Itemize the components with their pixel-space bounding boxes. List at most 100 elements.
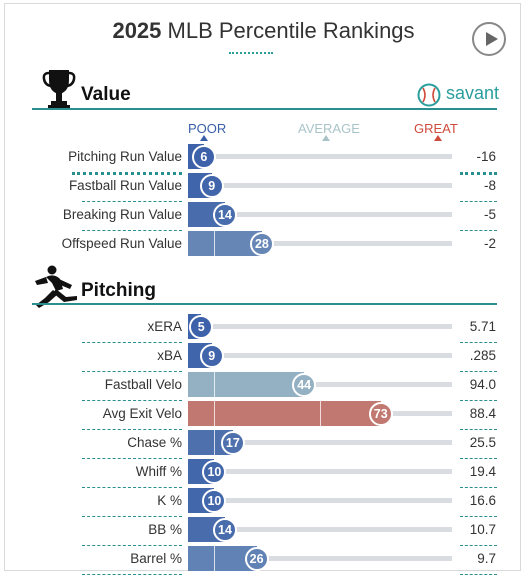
title-underline [229, 52, 273, 54]
scale-great-arrow [434, 135, 442, 141]
section-divider-pitching [32, 303, 497, 305]
row-divider-right [460, 400, 497, 401]
percentile-circle[interactable]: 5 [189, 315, 214, 339]
section-divider-value [32, 108, 497, 110]
percentile-circle[interactable]: 9 [199, 344, 224, 368]
bar-tick [214, 372, 216, 397]
card-frame [4, 3, 521, 571]
page-title: 2025 MLB Percentile Rankings [0, 18, 527, 44]
percentile-circle[interactable]: 26 [244, 547, 269, 571]
row-divider-left [82, 516, 182, 517]
play-button[interactable] [472, 22, 506, 56]
metric-value: 16.6 [469, 493, 496, 508]
metric-label: Pitching Run Value [68, 149, 182, 164]
percentile-circle[interactable]: 28 [249, 232, 274, 256]
metric-label: Chase % [127, 435, 182, 450]
metric-value: -16 [476, 149, 496, 164]
percentile-track [188, 440, 452, 445]
metric-value: -5 [483, 207, 496, 222]
percentile-circle[interactable]: 73 [368, 402, 393, 426]
baseball-icon [417, 83, 441, 107]
percentile-track [188, 527, 452, 532]
percentile-circle[interactable]: 10 [202, 489, 227, 513]
percentile-bar[interactable] [188, 372, 305, 397]
row-divider-left [82, 400, 182, 401]
bar-tick [214, 430, 216, 455]
row-divider-left [82, 545, 182, 546]
section-title-value: Value [81, 84, 131, 105]
bar-tick [320, 401, 321, 426]
percentile-circle[interactable]: 14 [212, 518, 237, 542]
percentile-track [188, 498, 452, 503]
row-divider-left [82, 201, 182, 202]
title-year: 2025 [112, 18, 162, 43]
percentile-track [188, 556, 452, 561]
savant-label: savant [446, 83, 500, 103]
percentile-circle[interactable]: 6 [191, 145, 216, 169]
row-divider-left [82, 487, 182, 488]
metric-label: K % [157, 493, 182, 508]
row-divider-left [72, 172, 182, 175]
metric-value: 9.7 [477, 551, 496, 566]
metric-label: Fastball Velo [104, 377, 182, 392]
metric-label: Whiff % [135, 464, 182, 479]
metric-label: BB % [148, 522, 182, 537]
metric-value: 10.7 [469, 522, 496, 537]
bar-tick [214, 401, 216, 426]
percentile-circle[interactable]: 44 [292, 373, 317, 397]
row-divider-right [460, 172, 497, 175]
row-divider-right [460, 342, 497, 343]
row-divider-left [82, 458, 182, 459]
percentile-track [188, 154, 452, 159]
metric-value: 5.71 [469, 319, 496, 334]
percentile-circle[interactable]: 17 [220, 431, 245, 455]
metric-label: Offspeed Run Value [61, 236, 182, 251]
percentile-track [188, 353, 452, 358]
scale-great-label: GREAT [414, 121, 458, 136]
percentile-track [188, 324, 452, 329]
title-text: MLB Percentile Rankings [167, 18, 415, 43]
row-divider-left [82, 342, 182, 343]
percentile-bar[interactable] [188, 231, 262, 256]
metric-label: Breaking Run Value [62, 207, 182, 222]
row-divider-right [460, 230, 497, 231]
row-divider-left [82, 371, 182, 372]
row-divider-right [460, 545, 497, 546]
percentile-circle[interactable]: 10 [202, 460, 227, 484]
row-divider-right [460, 201, 497, 202]
row-divider-right [460, 458, 497, 459]
metric-value: -2 [483, 236, 496, 251]
metric-value: -8 [483, 178, 496, 193]
metric-value: .285 [469, 348, 496, 363]
row-divider-right [460, 516, 497, 517]
section-title-pitching: Pitching [81, 280, 156, 301]
percentile-track [188, 241, 452, 246]
row-divider-right [460, 371, 497, 372]
percentile-circle[interactable]: 9 [199, 174, 224, 198]
row-divider-right [460, 429, 497, 430]
metric-label: Fastball Run Value [68, 178, 182, 193]
metric-label: xBA [157, 348, 182, 363]
metric-label: Barrel % [130, 551, 182, 566]
metric-label: Avg Exit Velo [102, 406, 182, 421]
bar-tick [214, 546, 216, 571]
row-divider-left [82, 429, 182, 430]
metric-value: 25.5 [469, 435, 496, 450]
scale-poor-label: POOR [188, 121, 227, 136]
percentile-track [188, 469, 452, 474]
percentile-track [188, 183, 452, 188]
scale-average-label: AVERAGE [298, 121, 360, 136]
bar-tick [214, 231, 216, 256]
percentile-circle[interactable]: 14 [212, 203, 237, 227]
savant-logo[interactable]: savant [417, 82, 503, 108]
row-divider-left [82, 230, 182, 231]
scale-average-arrow [322, 135, 330, 141]
metric-value: 94.0 [469, 377, 496, 392]
percentile-track [188, 212, 452, 217]
percentile-bar[interactable] [188, 401, 381, 426]
scale-poor-arrow [200, 135, 208, 141]
metric-label: xERA [147, 319, 182, 334]
row-divider-right [460, 487, 497, 488]
metric-value: 88.4 [469, 406, 496, 421]
trophy-icon [42, 70, 76, 110]
